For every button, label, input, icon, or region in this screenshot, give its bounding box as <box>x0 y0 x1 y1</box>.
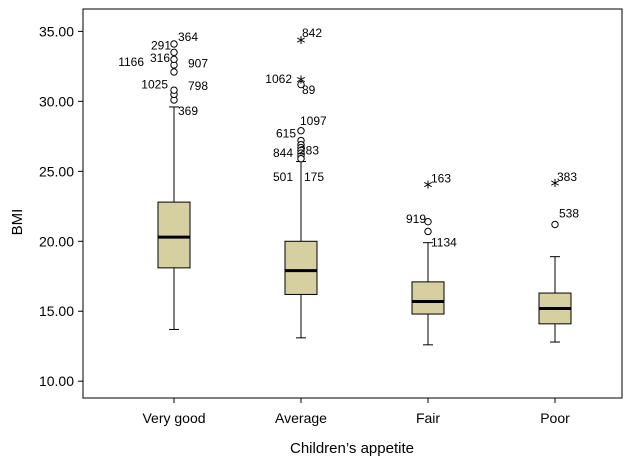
extreme-point: * <box>424 177 433 198</box>
y-tick-label: 25.00 <box>39 163 74 179</box>
outlier-id-label: 538 <box>559 206 579 220</box>
outlier-id-label: 369 <box>178 104 198 118</box>
box-poor <box>538 256 572 343</box>
outlier-id-label: 1062 <box>265 72 292 86</box>
outlier-id-label: 842 <box>302 26 322 40</box>
outlier-points: * * * * <box>170 33 560 236</box>
outlier-point <box>170 55 178 64</box>
outlier-point <box>551 220 559 229</box>
box-very-good <box>157 106 191 330</box>
outlier-point <box>424 217 432 226</box>
outlier-point <box>170 40 178 48</box>
x-tick-label: Fair <box>416 410 440 426</box>
outlier-id-label: 383 <box>557 170 577 184</box>
outlier-id-label: 316 <box>150 51 170 65</box>
y-axis-title: BMI <box>9 209 26 236</box>
x-axis-title: Children’s appetite <box>290 440 414 457</box>
outlier-point <box>170 48 178 57</box>
y-axis: 10.00 15.00 20.00 25.00 30.00 35.00 <box>39 23 83 389</box>
iqr-box <box>284 240 318 295</box>
outlier-id-label: 1025 <box>141 78 168 92</box>
extreme-point: * <box>551 176 560 197</box>
outlier-point <box>170 86 178 94</box>
outlier-labels: 364 291 1166 316 907 1025 798 369 842 1062 89 1097 6… <box>118 26 579 250</box>
outlier-id-label: 175 <box>304 170 324 184</box>
outlier-id-label: 89 <box>302 83 316 97</box>
outlier-id-label: 907 <box>188 57 208 71</box>
outlier-id-label: 615 <box>276 127 296 141</box>
x-tick-label: Very good <box>142 410 205 426</box>
outlier-point <box>424 227 432 236</box>
x-tick-label: Average <box>275 410 327 426</box>
y-tick-label: 10.00 <box>39 373 74 389</box>
outlier-id-label: 364 <box>178 30 198 44</box>
outlier-id-label: 291 <box>151 38 171 52</box>
y-tick-label: 35.00 <box>39 23 74 39</box>
outlier-id-label: 798 <box>188 79 208 93</box>
iqr-box <box>157 201 191 269</box>
y-tick-label: 30.00 <box>39 93 74 109</box>
outlier-id-label: 844 <box>273 146 293 160</box>
y-tick-label: 15.00 <box>39 303 74 319</box>
outlier-point <box>297 155 305 163</box>
x-tick-label: Poor <box>540 410 570 426</box>
outlier-id-label: 1134 <box>431 236 457 250</box>
box-fair <box>411 242 445 346</box>
iqr-box <box>411 281 445 315</box>
outlier-id-label: 919 <box>406 212 426 226</box>
y-tick-label: 20.00 <box>39 233 74 249</box>
outlier-id-label: 1097 <box>300 114 327 128</box>
box-average <box>284 161 318 339</box>
outlier-id-label: 283 <box>299 143 319 157</box>
outlier-id-label: 1166 <box>118 55 144 69</box>
extreme-point: * <box>297 33 306 54</box>
extreme-point: * <box>297 72 306 93</box>
x-axis: Very good Average Fair Poor <box>142 398 570 426</box>
outlier-id-label: 501 <box>273 170 293 184</box>
outlier-point <box>297 127 305 135</box>
outlier-id-label: 163 <box>431 171 451 185</box>
outlier-point <box>170 68 178 76</box>
outlier-point <box>297 80 305 89</box>
box-series <box>157 106 572 346</box>
